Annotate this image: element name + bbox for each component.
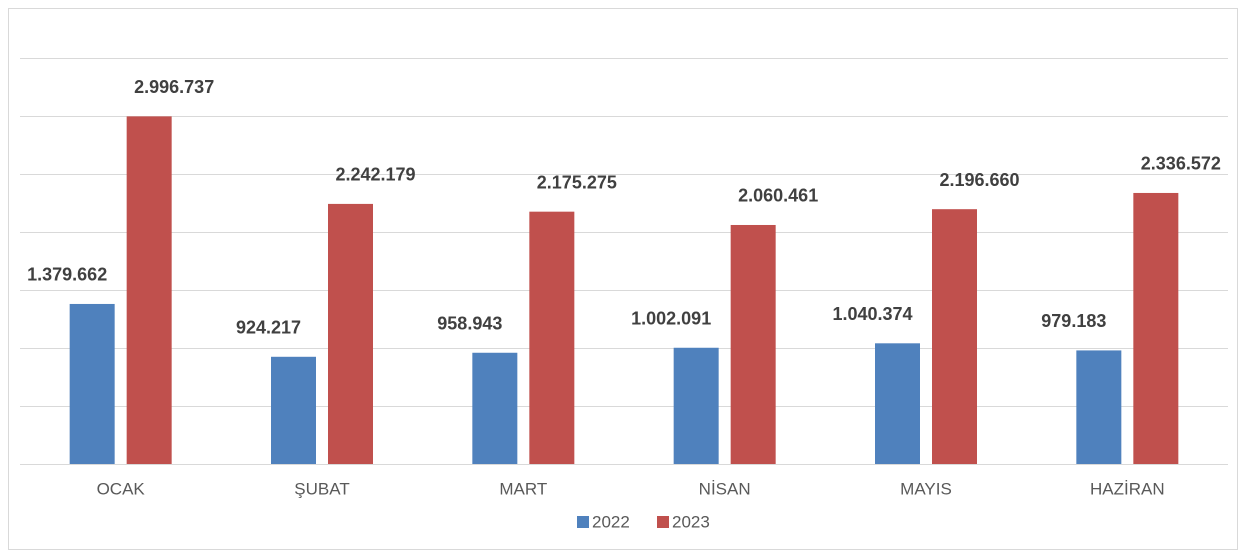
bar [328, 203, 373, 465]
bar [673, 347, 719, 464]
legend-swatch [657, 516, 669, 528]
data-label: 2.196.660 [939, 170, 1019, 190]
data-label: 1.379.662 [27, 265, 107, 285]
data-label: 2.996.737 [134, 77, 214, 97]
data-label: 958.943 [437, 314, 502, 334]
bar [472, 352, 518, 464]
data-label: 2.060.461 [738, 186, 818, 206]
x-tick-label: NİSAN [699, 479, 751, 498]
bar [69, 303, 115, 464]
x-tick-label: MART [499, 479, 547, 498]
data-label: 2.175.275 [537, 172, 617, 192]
bar [1076, 350, 1122, 464]
bar [126, 116, 172, 464]
bar [271, 356, 316, 464]
bar [932, 209, 977, 464]
legend-swatch [577, 516, 589, 528]
bar [529, 211, 575, 464]
x-tick-label: ŞUBAT [294, 479, 349, 498]
legend-label: 2023 [672, 512, 710, 531]
x-tick-label: MAYIS [900, 479, 952, 498]
data-label: 1.002.091 [631, 309, 711, 329]
bar [875, 343, 920, 464]
data-label: 2.242.179 [335, 165, 415, 185]
data-label: 979.183 [1041, 311, 1106, 331]
data-label: 2.336.572 [1141, 154, 1221, 174]
x-tick-label: OCAK [97, 479, 146, 498]
data-label: 924.217 [236, 318, 301, 338]
x-tick-label: HAZİRAN [1090, 479, 1165, 498]
bar [1133, 192, 1179, 464]
data-label: 1.040.374 [832, 304, 912, 324]
chart-border [8, 8, 1238, 550]
legend-label: 2022 [592, 512, 630, 531]
bar [730, 224, 776, 464]
